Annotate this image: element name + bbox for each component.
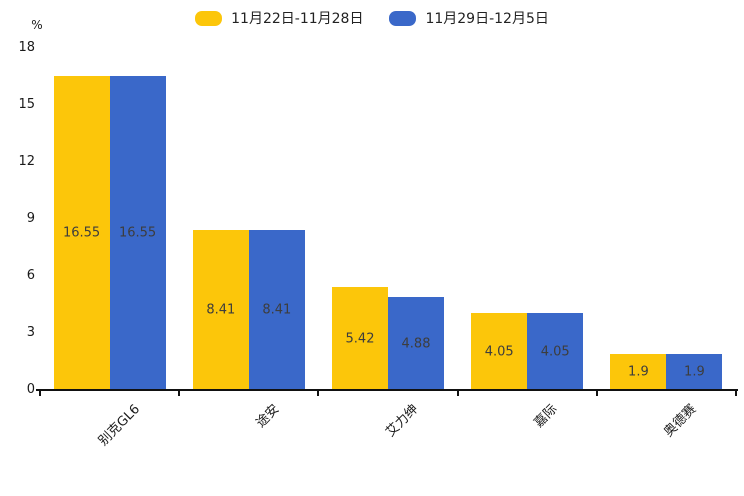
x-axis-tick [39, 389, 41, 396]
bar-value-label: 8.41 [262, 302, 292, 318]
x-axis-tick [595, 389, 598, 396]
category-label: 途安 [253, 401, 283, 431]
bar-series-2: 4.88 [388, 297, 444, 390]
legend-label: 11月22日-11月28日 [231, 11, 364, 27]
y-axis-tick-label: 3 [26, 325, 35, 340]
bar-value-label: 4.05 [484, 344, 514, 360]
category-label: 奥德赛 [661, 401, 700, 441]
bar-series-2: 8.41 [248, 230, 305, 390]
x-axis-tick [456, 389, 459, 396]
y-axis-tick-label: 18 [18, 40, 35, 55]
bar-value-label: 4.05 [540, 344, 570, 360]
bar-series-1: 8.41 [192, 230, 249, 390]
category-label: 艾力绅 [383, 401, 422, 441]
bar-series-2: 1.9 [666, 353, 723, 390]
y-axis-unit-label: % [31, 18, 43, 32]
bar-value-label: 1.9 [684, 364, 705, 380]
legend-swatch [389, 10, 417, 26]
bar-value-label: 1.9 [628, 364, 649, 380]
y-axis-tick-label: 9 [26, 211, 35, 226]
y-axis-tick-label: 15 [18, 97, 35, 112]
category-label: 嘉际 [531, 401, 561, 431]
x-axis-tick [178, 389, 181, 396]
bar-value-label: 16.55 [62, 225, 101, 241]
legend-item: 11月29日-12月5日 [389, 8, 549, 28]
legend-swatch [195, 10, 223, 26]
bar-value-label: 8.41 [206, 302, 236, 318]
y-axis-tick-label: 12 [18, 154, 35, 169]
x-axis-line [36, 389, 738, 391]
legend-item: 11月22日-11月28日 [195, 8, 363, 28]
bar-series-2: 16.55 [109, 75, 166, 390]
y-axis-tick-label: 6 [26, 268, 35, 283]
legend-label: 11月29日-12月5日 [425, 11, 549, 27]
bar-series-1: 1.9 [610, 353, 667, 390]
bar-value-label: 5.42 [345, 331, 375, 346]
bar-series-2: 4.05 [527, 313, 584, 390]
bar-value-label: 16.55 [118, 225, 157, 241]
y-axis-tick-label: 0 [26, 382, 35, 397]
x-axis-tick [317, 389, 320, 396]
bar-series-1: 4.05 [471, 313, 528, 390]
x-axis-tick [735, 389, 737, 396]
bar-series-1: 16.55 [53, 75, 110, 390]
category-label: 别克GL6 [95, 401, 144, 449]
bar-series-1: 5.42 [332, 287, 388, 390]
legend: 11月22日-11月28日 11月29日-12月5日 [0, 8, 744, 28]
bar-value-label: 4.88 [401, 336, 431, 352]
